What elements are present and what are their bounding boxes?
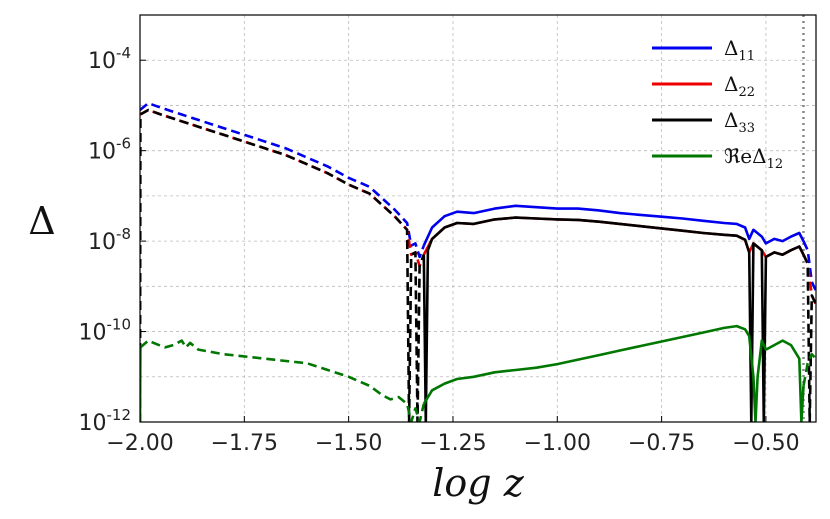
y-axis-label: Δ <box>28 199 55 243</box>
y-tick-label: 10-10 <box>79 316 132 346</box>
y-tick-label: 10-8 <box>88 225 131 255</box>
x-axis-ticks: −2.00 −1.75 −1.50 −1.25 −1.00 −0.75 −0.50 <box>106 416 800 456</box>
series-line-11-dashed <box>802 240 816 292</box>
y-axis-ticks: 10-4 10-6 10-8 10-10 10-12 <box>79 44 146 436</box>
x-tick-label: −0.50 <box>732 431 799 456</box>
series-line-33-dashed <box>802 254 816 422</box>
series-line-33-dashed <box>140 108 426 422</box>
y-tick-label: 10-6 <box>88 135 131 165</box>
legend-label: Δ11 <box>724 36 755 64</box>
x-tick-label: −1.75 <box>211 431 278 456</box>
x-axis-label: log z <box>432 461 524 505</box>
x-tick-label: −0.75 <box>628 431 695 456</box>
series-line-12-dashed <box>140 339 426 422</box>
grid-lines <box>139 15 816 422</box>
y-tick-label: 10-4 <box>88 44 131 74</box>
legend: Δ11 Δ22 Δ33 ℜeΔ12 <box>652 36 783 172</box>
legend-label: Δ22 <box>724 72 755 100</box>
x-tick-label: −1.00 <box>524 431 591 456</box>
series-line-12-dashed <box>802 352 816 387</box>
x-tick-label: −1.25 <box>419 431 486 456</box>
series-line-12-solid <box>422 324 805 422</box>
plot-frame <box>139 14 817 423</box>
series-line-11-solid <box>422 204 805 247</box>
x-tick-label: −1.50 <box>315 431 382 456</box>
legend-label: Δ33 <box>724 108 755 136</box>
y-tick-label: 10-12 <box>79 406 132 436</box>
series-line-11-dashed <box>140 101 426 259</box>
legend-label: ℜeΔ12 <box>724 144 783 172</box>
series-line-33-solid <box>422 216 805 422</box>
series-line-22-dashed <box>140 108 426 268</box>
x-tick-label: −2.00 <box>106 431 173 456</box>
